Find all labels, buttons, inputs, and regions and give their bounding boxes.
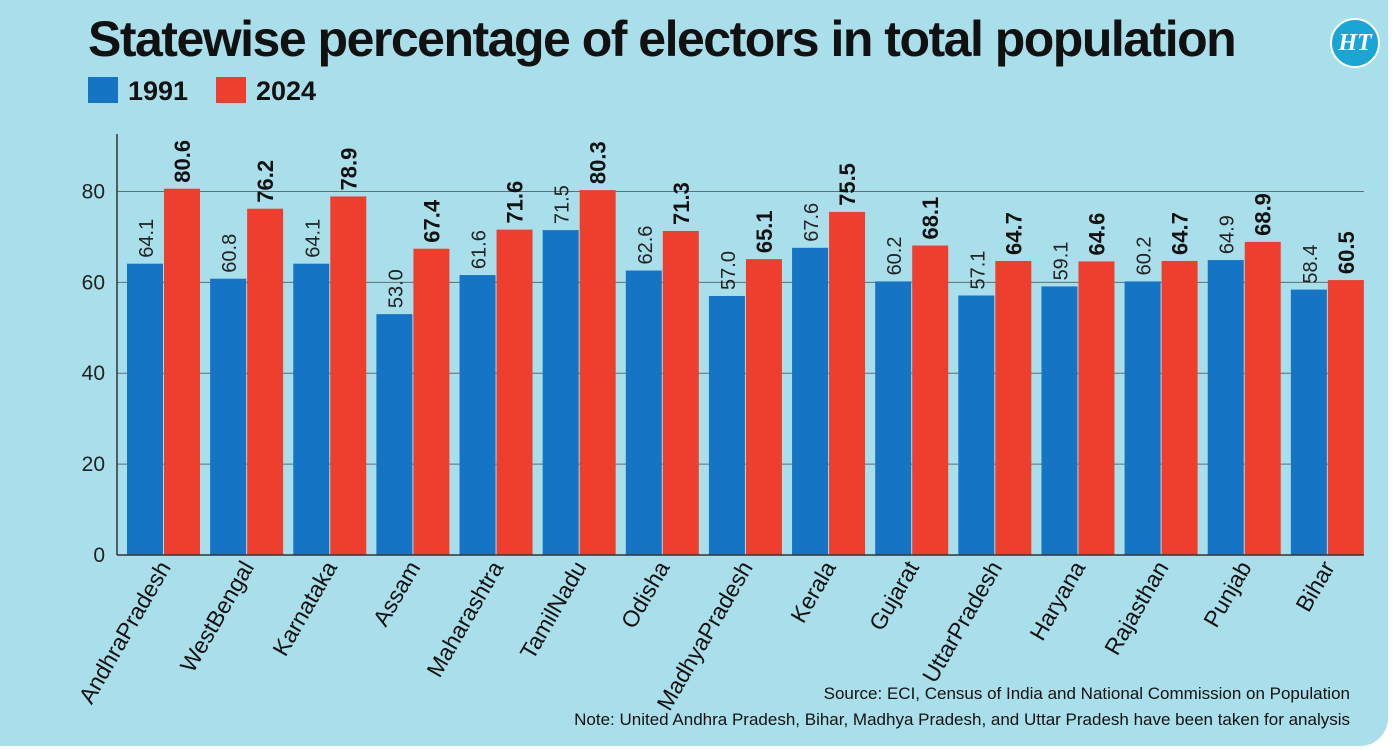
value-label-2024: 67.4 [419,199,444,243]
value-label-2024: 71.3 [669,182,694,225]
bar-1991 [127,263,163,555]
bar-1991 [210,278,247,555]
category-label: AndhraPradesh [73,557,175,708]
category-label: Gujarat [864,556,925,635]
legend-swatch-2024 [216,77,246,103]
bar-2024 [496,229,533,555]
value-label-2024: 60.5 [1334,231,1359,274]
category-label: Odisha [616,556,675,632]
value-label-1991: 64.1 [302,219,324,258]
value-label-1991: 53.0 [385,269,407,308]
bar-1991 [875,281,912,555]
value-label-2024: 75.5 [835,163,860,206]
value-label-1991: 67.6 [801,203,823,242]
value-label-1991: 71.5 [552,185,574,224]
legend-label-2024: 2024 [256,76,317,106]
bar-2024 [164,188,200,555]
category-label: TamilNadu [515,557,592,664]
value-label-1991: 58.4 [1300,245,1322,284]
category-label: Bihar [1290,556,1340,616]
value-label-1991: 64.1 [136,219,158,258]
category-label: Rajasthan [1099,557,1173,660]
bar-2024 [1327,280,1364,555]
bar-1991 [376,314,413,555]
value-label-1991: 62.6 [635,226,657,265]
value-label-2024: 80.6 [170,140,195,183]
bar-2024 [413,248,450,555]
value-label-1991: 61.6 [469,230,491,269]
ht-logo: HT [1330,18,1380,68]
y-tick-label: 20 [82,453,105,476]
bar-1991 [542,230,579,556]
value-label-2024: 71.6 [503,181,528,224]
value-label-1991: 64.9 [1217,215,1239,254]
y-axis-ticks: 0 20 40 60 80 [82,180,105,567]
chart-title: Statewise percentage of electors in tota… [88,11,1237,67]
value-label-2024: 76.2 [253,160,278,203]
bar-1991 [792,247,829,555]
value-label-2024: 64.7 [1001,212,1026,255]
y-tick-label: 40 [82,362,105,385]
bar-1991 [293,263,330,555]
legend-swatch-1991 [88,77,118,103]
bar-1991 [1207,260,1244,555]
bar-2024 [662,230,699,555]
value-label-2024: 65.1 [752,210,777,253]
value-label-1991: 60.2 [1134,236,1156,275]
bar-1991 [625,270,662,555]
bar-2024 [1161,260,1198,555]
value-label-2024: 64.6 [1084,213,1109,256]
bar-2024 [579,190,616,555]
value-label-1991: 57.0 [718,251,740,290]
category-label: Maharashtra [421,556,508,681]
bar-2024 [745,259,782,555]
axes [116,134,1364,556]
bar-1991 [958,295,995,555]
value-label-1991: 57.1 [967,251,989,290]
bar-2024 [912,245,949,556]
bar-2024 [995,260,1032,555]
value-label-1991: 60.8 [219,234,241,273]
bar-1991 [1290,289,1327,555]
bar-2024 [330,196,367,555]
category-label: Kerala [785,556,841,627]
value-label-2024: 68.9 [1251,193,1276,236]
category-label: UttarPradesh [917,556,1007,686]
category-label: Karnataka [267,556,342,660]
source-note: Source: ECI, Census of India and Nationa… [823,684,1350,703]
bar-1991 [1124,281,1161,555]
value-labels: 64.1 80.6 60.8 76.2 64.1 78.9 53.0 67.4 61.6 71.6… [136,140,1359,308]
y-tick-label: 80 [82,180,105,203]
y-tick-label: 60 [82,271,105,294]
bar-2024 [829,211,866,555]
value-label-2024: 80.3 [586,141,611,184]
category-label: Assam [368,557,426,631]
value-label-2024: 78.9 [336,148,361,191]
legend-label-1991: 1991 [128,76,189,106]
bar-1991 [708,295,745,555]
bar-1991 [1041,286,1078,555]
bars [127,188,1364,556]
value-label-2024: 68.1 [918,197,943,240]
category-label: WestBengal [175,557,259,677]
bar-1991 [459,275,496,555]
y-tick-label: 0 [93,544,105,567]
bar-2024 [247,208,284,556]
value-label-1991: 59.1 [1050,241,1072,280]
analysis-note: Note: United Andhra Pradesh, Bihar, Madh… [574,710,1350,729]
value-label-1991: 60.2 [884,236,906,275]
category-label: Punjab [1198,557,1256,632]
category-label: Haryana [1024,556,1090,644]
value-label-2024: 64.7 [1168,212,1193,255]
bar-2024 [1244,241,1281,556]
bar-2024 [1078,261,1115,555]
